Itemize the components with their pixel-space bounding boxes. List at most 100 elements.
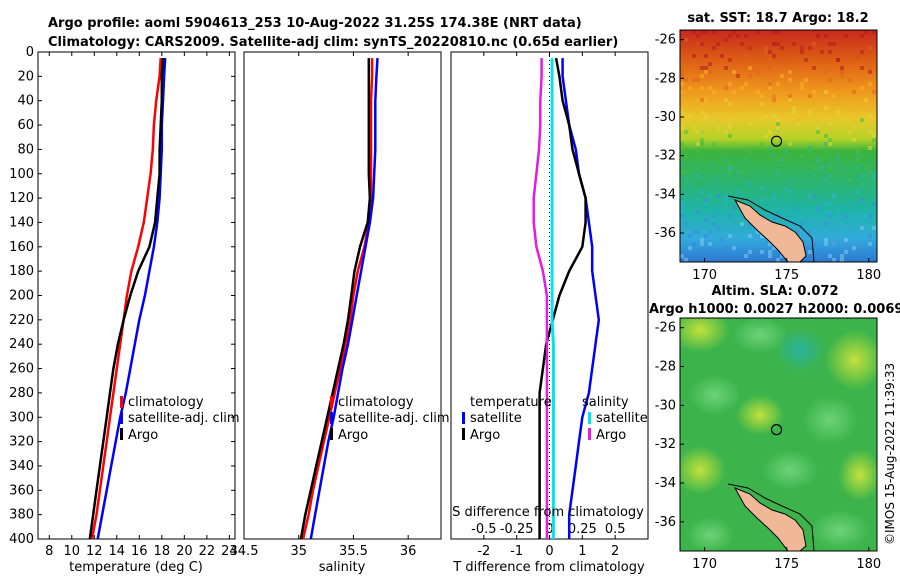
y-tick-label: 160 bbox=[9, 240, 34, 255]
sst-pixel bbox=[752, 146, 756, 150]
map-y-tick-label: -36 bbox=[655, 226, 676, 241]
sst-pixel bbox=[728, 122, 732, 126]
sst-pixel bbox=[740, 222, 744, 226]
sst-pixel bbox=[836, 106, 840, 110]
sst-pixel bbox=[872, 138, 876, 142]
x-tick-label: 35.5 bbox=[339, 544, 368, 559]
sst-pixel bbox=[872, 130, 876, 134]
sst-pixel bbox=[804, 170, 808, 174]
sst-pixel bbox=[680, 206, 684, 210]
sla-map-title-line2: Argo h1000: 0.0027 h2000: 0.0069 bbox=[649, 302, 900, 317]
sst-pixel bbox=[680, 210, 684, 214]
sst-pixel bbox=[828, 162, 832, 166]
top-tick-label: -0.5 bbox=[471, 522, 496, 537]
sst-pixel bbox=[840, 66, 844, 70]
sst-pixel bbox=[868, 114, 872, 118]
series-line-argo bbox=[538, 57, 587, 539]
sst-pixel bbox=[820, 50, 824, 54]
sla-map-frame bbox=[679, 317, 878, 552]
figure-title-line1: Argo profile: aoml 5904613_253 10-Aug-20… bbox=[48, 16, 582, 31]
sst-pixel bbox=[692, 30, 696, 34]
land-coastline bbox=[733, 487, 807, 551]
sst-pixel bbox=[864, 98, 868, 102]
sst-pixel bbox=[776, 30, 780, 34]
sst-pixel bbox=[788, 70, 792, 74]
sla-blob bbox=[732, 318, 788, 353]
map-y-tick-label: -26 bbox=[655, 321, 676, 336]
sst-pixel bbox=[824, 150, 828, 154]
top-tick-label: 0.25 bbox=[568, 522, 597, 537]
sst-pixel bbox=[824, 34, 828, 38]
sst-pixel bbox=[740, 42, 744, 46]
sst-pixel bbox=[872, 202, 876, 206]
sst-pixel bbox=[808, 230, 812, 234]
sst-pixel bbox=[680, 106, 684, 110]
sst-pixel bbox=[764, 114, 768, 118]
sst-pixel bbox=[772, 114, 776, 118]
sst-pixel-noise bbox=[680, 30, 876, 262]
legend-label-t-satellite: satellite bbox=[470, 411, 522, 426]
sst-pixel bbox=[732, 90, 736, 94]
sst-pixel bbox=[828, 142, 832, 146]
sst-pixel bbox=[776, 42, 780, 46]
temperature-axis: 8 10 12 14 16 18 20 22 24 bbox=[45, 52, 238, 559]
sst-pixel bbox=[744, 54, 748, 58]
sst-pixel bbox=[748, 122, 752, 126]
sst-pixel bbox=[768, 146, 772, 150]
sla-blob bbox=[810, 510, 870, 550]
sst-pixel bbox=[700, 110, 704, 114]
sst-pixel bbox=[708, 242, 712, 246]
legend-swatch-t-satellite bbox=[462, 412, 465, 424]
sst-pixel bbox=[684, 222, 688, 226]
sst-pixel bbox=[760, 198, 764, 202]
sst-pixel bbox=[772, 54, 776, 58]
sst-pixel bbox=[864, 166, 868, 170]
sst-pixel bbox=[828, 122, 832, 126]
sst-pixel bbox=[816, 158, 820, 162]
series-line-satellite bbox=[309, 58, 379, 540]
sst-pixel bbox=[776, 126, 780, 130]
sst-pixel bbox=[828, 78, 832, 82]
sst-pixel bbox=[872, 30, 876, 34]
sst-pixel bbox=[712, 46, 716, 50]
sst-pixel bbox=[744, 254, 748, 258]
sst-pixel bbox=[776, 130, 780, 134]
sst-pixel bbox=[852, 138, 856, 142]
sst-pixel bbox=[848, 130, 852, 134]
x-tick-label: 14 bbox=[109, 544, 126, 559]
sst-pixel bbox=[700, 66, 704, 70]
sst-pixel bbox=[716, 42, 720, 46]
sst-pixel bbox=[728, 166, 732, 170]
sst-pixel bbox=[724, 106, 728, 110]
sst-pixel bbox=[792, 106, 796, 110]
sst-map-title: sat. SST: 18.7 Argo: 18.2 bbox=[687, 11, 868, 26]
sst-pixel bbox=[868, 170, 872, 174]
sst-pixel bbox=[704, 202, 708, 206]
salinity-axis-label: salinity bbox=[319, 560, 366, 575]
sst-pixel bbox=[748, 150, 752, 154]
sst-pixel bbox=[816, 254, 820, 258]
sst-pixel bbox=[808, 146, 812, 150]
sst-pixel bbox=[772, 94, 776, 98]
sst-pixel bbox=[724, 246, 728, 250]
figure-title-line2: Climatology: CARS2009. Satellite-adj cli… bbox=[48, 35, 618, 50]
y-tick-label: 20 bbox=[17, 69, 34, 84]
sst-pixel bbox=[844, 34, 848, 38]
sst-pixel bbox=[828, 202, 832, 206]
sst-pixel bbox=[700, 42, 704, 46]
y-tick-label: 80 bbox=[17, 142, 34, 157]
sst-pixel bbox=[800, 82, 804, 86]
sst-pixel bbox=[828, 174, 832, 178]
sst-pixel bbox=[720, 54, 724, 58]
sst-pixel bbox=[728, 82, 732, 86]
sst-pixel bbox=[724, 182, 728, 186]
sst-pixel bbox=[700, 30, 704, 34]
sst-pixel bbox=[756, 230, 760, 234]
sst-pixel bbox=[788, 94, 792, 98]
sst-pixel bbox=[800, 46, 804, 50]
x-tick-label: 16 bbox=[131, 544, 148, 559]
sst-pixel bbox=[840, 258, 844, 262]
sst-pixel bbox=[800, 222, 804, 226]
sst-pixel bbox=[868, 66, 872, 70]
sst-pixel bbox=[724, 86, 728, 90]
